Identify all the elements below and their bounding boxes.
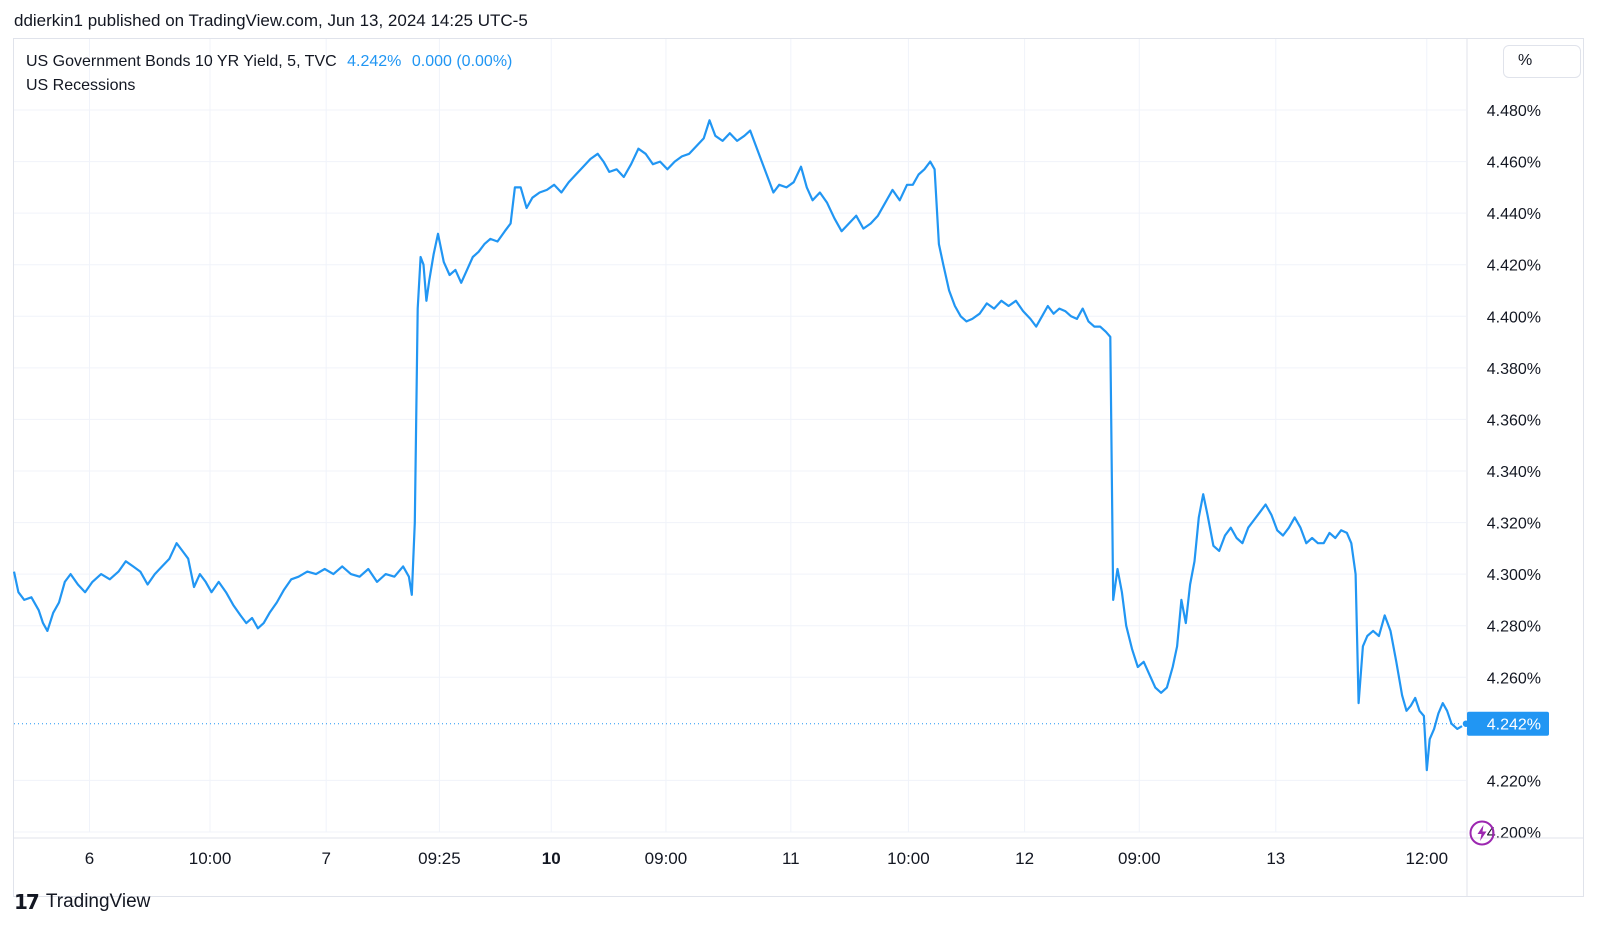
unit-label: % bbox=[1518, 52, 1533, 69]
logo-mark-icon: 17 bbox=[14, 890, 40, 914]
publish-info: ddierkin1 published on TradingView.com, … bbox=[14, 11, 528, 30]
legend-study[interactable]: US Recessions bbox=[26, 77, 136, 94]
x-tick-label: 10:00 bbox=[887, 849, 930, 868]
legend-symbol-row[interactable]: US Government Bonds 10 YR Yield, 5, TVC … bbox=[26, 50, 518, 74]
lightning-icon[interactable] bbox=[1469, 820, 1495, 846]
y-tick-label: 4.440% bbox=[1487, 206, 1541, 223]
y-tick-label: 4.360% bbox=[1487, 412, 1541, 429]
x-tick-label: 09:00 bbox=[1118, 849, 1161, 868]
unit-selector-button[interactable]: % bbox=[1503, 45, 1581, 78]
series-layer bbox=[12, 119, 1467, 772]
y-tick-label: 4.300% bbox=[1487, 567, 1541, 584]
y-tick-label: 4.420% bbox=[1487, 258, 1541, 275]
x-tick-label: 09:25 bbox=[418, 849, 461, 868]
axes: 4.480% 4.460% 4.440% 4.420% 4.400% 4.380% 4.36… bbox=[14, 39, 1583, 896]
last-price-badge bbox=[1467, 711, 1549, 736]
brand-name: TradingView bbox=[45, 891, 151, 912]
y-tick-label: 4.260% bbox=[1487, 670, 1541, 687]
x-tick-label: 7 bbox=[321, 849, 330, 868]
x-tick-label: 09:00 bbox=[645, 849, 688, 868]
y-tick-label: 4.480% bbox=[1487, 103, 1541, 120]
legend-symbol[interactable]: US Government Bonds 10 YR Yield, 5, TVC bbox=[26, 53, 337, 70]
x-tick-label: 13 bbox=[1266, 849, 1285, 868]
legend: US Government Bonds 10 YR Yield, 5, TVC … bbox=[26, 50, 518, 98]
x-tick-label: 11 bbox=[782, 849, 800, 868]
x-tick-label: 6 bbox=[85, 849, 94, 868]
y-tick-label: 4.320% bbox=[1487, 516, 1541, 533]
x-tick-label: 10:00 bbox=[189, 849, 232, 868]
x-tick-label: 10 bbox=[542, 849, 561, 868]
series-line-yield[interactable] bbox=[12, 119, 1467, 772]
x-tick-label: 12 bbox=[1015, 849, 1034, 868]
chart-frame bbox=[13, 38, 1584, 897]
tradingview-logo[interactable]: 17 TradingView bbox=[14, 889, 150, 915]
y-tick-label: 4.340% bbox=[1487, 464, 1541, 481]
y-tick-label: 4.280% bbox=[1487, 619, 1541, 636]
y-tick-label: 4.400% bbox=[1487, 309, 1541, 326]
grid bbox=[14, 39, 1466, 833]
last-price-label: 4.242% bbox=[1487, 717, 1541, 734]
x-tick-label: 12:00 bbox=[1406, 849, 1449, 868]
y-tick-label: 4.380% bbox=[1487, 361, 1541, 378]
y-tick-label: 4.220% bbox=[1487, 773, 1541, 790]
y-tick-label: 4.460% bbox=[1487, 155, 1541, 172]
legend-last-value: 4.242% bbox=[347, 53, 402, 70]
legend-change: 0.000 (0.00%) bbox=[411, 53, 513, 70]
last-price-layer: 4.242% bbox=[14, 711, 1549, 736]
